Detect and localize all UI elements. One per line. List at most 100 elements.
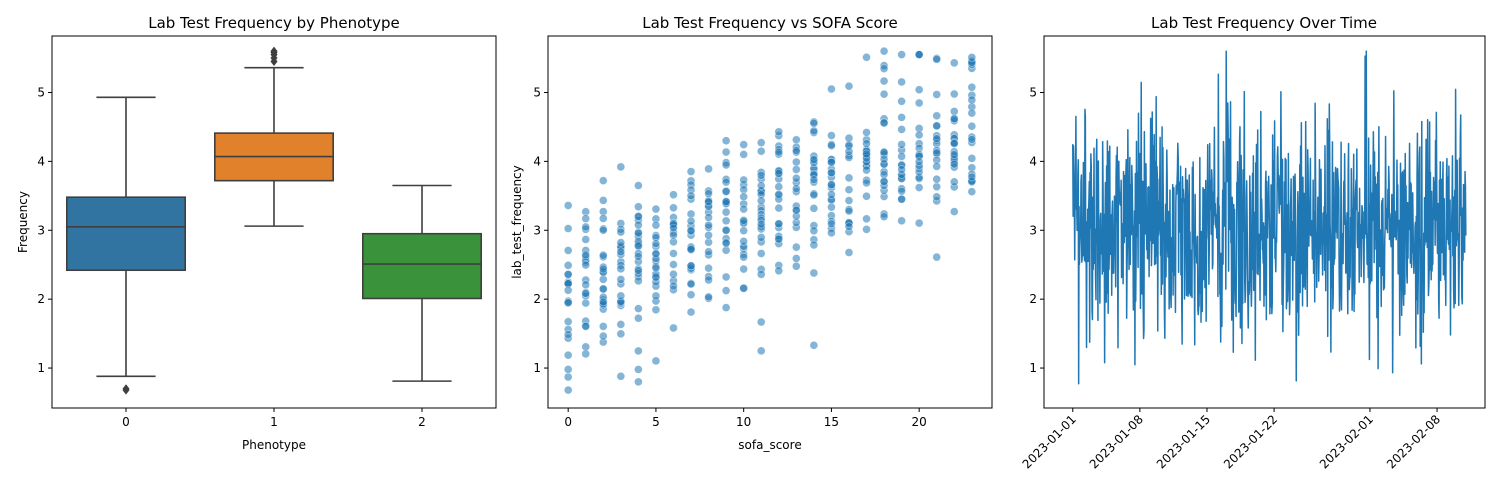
scatter-point xyxy=(914,157,924,167)
y-tick-label: 1 xyxy=(37,361,45,375)
scatter-point xyxy=(563,317,573,326)
scatter-point xyxy=(827,141,836,150)
scatter-point xyxy=(634,252,643,261)
scatter-point xyxy=(721,226,731,235)
scatter-point xyxy=(739,283,748,293)
scatter-point xyxy=(827,84,836,94)
scatter-point xyxy=(914,218,924,228)
scatter-point xyxy=(686,167,696,176)
scatter-point xyxy=(739,150,748,159)
scatter-point xyxy=(704,230,713,240)
scatter-point xyxy=(634,220,643,230)
scatter-point xyxy=(756,146,766,156)
scatter-point xyxy=(879,46,889,56)
scatter-point xyxy=(634,377,643,387)
scatter-point xyxy=(967,121,977,131)
scatter-point xyxy=(774,127,784,137)
scatter-point xyxy=(581,250,591,260)
scatter-point xyxy=(598,176,608,185)
scatter-point xyxy=(598,322,608,331)
y-tick-label: 4 xyxy=(533,154,541,168)
scatter-point xyxy=(739,192,748,202)
scatter-point xyxy=(774,169,784,178)
y-tick-label: 4 xyxy=(1029,154,1037,168)
scatter-point xyxy=(616,162,626,172)
scatter-point xyxy=(563,298,573,308)
scatter-point xyxy=(879,177,889,186)
outlier-point xyxy=(270,46,278,56)
scatter-point xyxy=(686,216,696,226)
scatter-point xyxy=(774,182,784,191)
scatter-point xyxy=(739,226,748,235)
scatter-point xyxy=(669,230,678,240)
scatter-point xyxy=(809,118,819,128)
scatter-point xyxy=(914,98,924,108)
scatter-point xyxy=(862,191,871,201)
scatter-point xyxy=(897,165,906,174)
box-2 xyxy=(361,232,482,300)
scatter-point xyxy=(792,242,801,252)
scatter-point xyxy=(879,64,889,73)
scatter-point xyxy=(686,307,696,317)
scatter-point xyxy=(862,139,871,148)
scatter-point xyxy=(932,174,942,184)
scatter-point xyxy=(704,292,713,302)
scatter-point xyxy=(721,286,731,295)
scatter-point xyxy=(774,266,784,276)
scatter-point xyxy=(686,290,696,300)
scatter-point xyxy=(862,53,871,62)
scatter-point xyxy=(879,89,889,99)
scatter-point xyxy=(792,135,801,145)
scatter-point xyxy=(721,238,731,248)
scatter-point xyxy=(809,226,819,236)
scatter-point xyxy=(914,50,924,59)
scatter-point xyxy=(581,289,591,298)
scatter-point xyxy=(827,202,836,212)
scatter-point xyxy=(897,140,906,149)
x-tick-label: 1 xyxy=(270,415,278,429)
y-tick-label: 1 xyxy=(533,361,541,375)
scatter-point xyxy=(739,175,748,185)
scatter-point xyxy=(756,219,766,229)
scatter-point xyxy=(932,148,942,158)
scatter-point xyxy=(949,107,959,116)
scatter-point xyxy=(756,196,766,206)
scatter-point xyxy=(651,356,661,366)
timeseries-line xyxy=(1072,50,1467,385)
scatter-point xyxy=(563,372,573,382)
scatter-point xyxy=(686,191,696,201)
scatter-point xyxy=(967,172,977,182)
scatter-point xyxy=(704,263,713,273)
scatter-point xyxy=(686,279,696,289)
scatter-point xyxy=(739,252,748,262)
scatter-point xyxy=(739,204,748,214)
scatter-frame xyxy=(547,35,993,409)
scatter-point xyxy=(949,139,959,148)
scatter-point xyxy=(897,194,906,204)
scatter-point xyxy=(563,330,573,339)
scatter-point xyxy=(756,249,766,258)
scatter-point xyxy=(616,320,626,329)
scatter-point xyxy=(563,201,573,210)
scatter-point xyxy=(721,136,731,146)
scatter-point xyxy=(774,234,784,244)
scatter-point xyxy=(879,154,889,164)
scatter-point xyxy=(862,165,871,175)
scatter-point xyxy=(598,196,608,205)
y-tick-label: 2 xyxy=(37,292,45,306)
x-tick-label: 10 xyxy=(736,415,751,429)
scatter-point xyxy=(844,248,854,257)
scatter-point xyxy=(704,275,713,285)
scatter-point xyxy=(616,227,626,237)
scatter-point xyxy=(704,213,713,222)
scatter-point xyxy=(967,95,977,105)
scatter-point xyxy=(563,365,573,374)
scatter-point xyxy=(704,247,713,257)
scatter-point xyxy=(844,222,854,231)
scatter-point xyxy=(581,298,591,308)
boxplot-frame xyxy=(51,35,497,409)
scatter-point xyxy=(827,219,836,229)
scatter-point xyxy=(756,346,766,356)
scatter-point xyxy=(634,181,643,190)
scatter-point xyxy=(721,197,731,206)
